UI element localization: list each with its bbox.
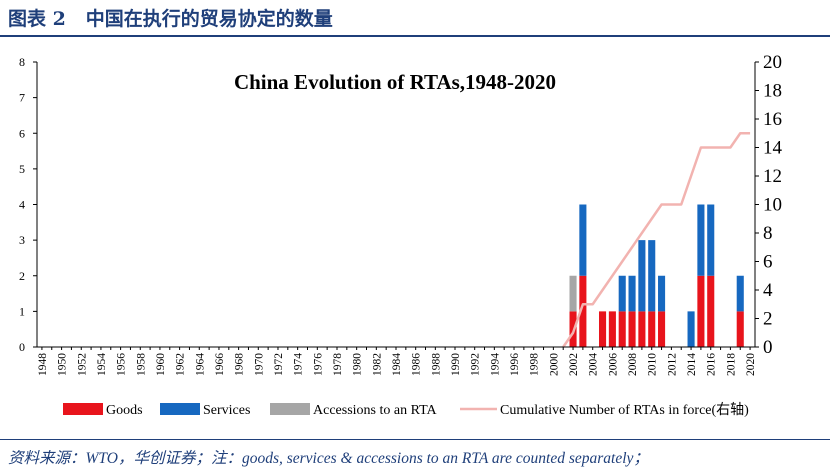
- y-left-tick-label: 7: [19, 91, 25, 105]
- legend-item-3-label: Cumulative Number of RTAs in force(右轴): [500, 402, 749, 418]
- figure-caption: 中国在执行的贸易协定的数量: [85, 8, 333, 30]
- x-tick-label: 1994: [489, 353, 501, 376]
- bar-goods-2019: [736, 311, 744, 347]
- source-rule: [0, 439, 830, 440]
- legend-item-1-swatch: [160, 403, 200, 415]
- bar-services-2008: [628, 275, 636, 312]
- x-tick-label: 1968: [234, 353, 246, 376]
- x-tick-label: 1986: [411, 353, 423, 376]
- x-tick-label: 2016: [706, 353, 718, 376]
- x-tick-label: 2014: [686, 353, 698, 376]
- y-left-tick-label: 6: [19, 126, 25, 140]
- x-tick-label: 2002: [568, 353, 580, 376]
- x-tick-label: 1962: [175, 353, 187, 376]
- source-note: 资料来源：WTO，华创证券；注：goods, services & access…: [8, 450, 649, 467]
- figure-label: 图表 2: [8, 8, 66, 30]
- x-tick-label: 2006: [607, 353, 619, 376]
- x-tick-label: 2020: [745, 353, 757, 376]
- y-right-tick-label: 2: [763, 309, 773, 330]
- bar-services-2014: [687, 311, 695, 347]
- x-tick-label: 1958: [135, 353, 147, 376]
- x-tick-label: 1988: [430, 353, 442, 376]
- x-tick-label: 2004: [588, 353, 600, 376]
- bar-services-2016: [707, 204, 715, 276]
- x-tick-label: 2008: [627, 353, 639, 376]
- x-tick-label: 1964: [194, 353, 206, 376]
- y-right-tick-label: 6: [763, 252, 773, 273]
- x-tick-label: 1980: [352, 353, 364, 376]
- bar-goods-2003: [579, 275, 587, 347]
- bar-services-2019: [736, 275, 744, 312]
- x-tick-label: 1966: [214, 353, 226, 376]
- bar-goods-2009: [638, 311, 646, 347]
- y-right-tick-label: 8: [763, 223, 773, 244]
- bar-goods-2015: [697, 275, 705, 347]
- bar-services-2007: [618, 275, 626, 312]
- x-tick-label: 1970: [253, 353, 265, 376]
- y-left-tick-label: 1: [19, 304, 25, 318]
- bar-goods-2011: [658, 311, 666, 347]
- x-tick-label: 1996: [509, 353, 521, 376]
- bar-accessions-to-an-rta-2002: [569, 275, 577, 312]
- y-left-tick-label: 3: [19, 233, 25, 247]
- x-tick-label: 2018: [725, 353, 737, 376]
- bar-goods-2008: [628, 311, 636, 347]
- y-right-tick-label: 12: [763, 166, 782, 187]
- bar-services-2011: [658, 275, 666, 312]
- x-tick-label: 1948: [37, 353, 49, 376]
- y-right-tick-label: 16: [763, 109, 782, 130]
- x-tick-label: 1960: [155, 353, 167, 376]
- title-rule: [0, 35, 830, 37]
- cumulative-rta-line: [562, 132, 751, 348]
- bar-services-2015: [697, 204, 705, 276]
- y-left-tick-label: 5: [19, 162, 25, 176]
- x-tick-label: 1990: [450, 353, 462, 376]
- y-right-tick-label: 4: [763, 280, 773, 301]
- bar-goods-2006: [608, 311, 616, 347]
- x-tick-label: 2010: [647, 353, 659, 376]
- bar-services-2003: [579, 204, 587, 276]
- y-right-tick-label: 20: [763, 52, 782, 73]
- x-tick-label: 1978: [332, 353, 344, 376]
- y-right-tick-label: 14: [763, 138, 783, 159]
- x-tick-label: 1974: [293, 353, 305, 376]
- x-tick-label: 1972: [273, 353, 285, 376]
- y-left-tick-label: 2: [19, 269, 25, 283]
- legend-item-1-label: Services: [203, 403, 250, 418]
- x-tick-label: 1976: [312, 353, 324, 376]
- legend-item-2-swatch: [270, 403, 310, 415]
- x-tick-label: 2012: [666, 353, 678, 376]
- x-tick-label: 1982: [371, 353, 383, 376]
- x-tick-label: 2000: [548, 353, 560, 376]
- figure-heading: 图表 2 中国在执行的贸易协定的数量: [8, 4, 333, 31]
- y-right-tick-label: 18: [763, 81, 782, 102]
- x-tick-label: 1956: [116, 353, 128, 376]
- bar-goods-2010: [648, 311, 656, 347]
- y-left-tick-label: 0: [19, 340, 25, 354]
- x-tick-label: 1954: [96, 353, 108, 376]
- legend-item-0-swatch: [63, 403, 103, 415]
- bar-goods-2005: [599, 311, 607, 347]
- legend-item-0-label: Goods: [106, 403, 143, 418]
- chart-title: China Evolution of RTAs,1948-2020: [234, 70, 556, 94]
- x-tick-label: 1950: [57, 353, 69, 376]
- legend-item-2-label: Accessions to an RTA: [313, 403, 438, 418]
- y-left-tick-label: 8: [19, 55, 25, 69]
- y-left-tick-label: 4: [19, 198, 25, 212]
- bar-goods-2007: [618, 311, 626, 347]
- bar-services-2010: [648, 240, 656, 312]
- bar-goods-2016: [707, 275, 715, 347]
- y-right-tick-label: 0: [763, 337, 773, 358]
- x-tick-label: 1992: [470, 353, 482, 376]
- bar-services-2009: [638, 240, 646, 312]
- x-tick-label: 1984: [391, 353, 403, 376]
- x-tick-label: 1998: [529, 353, 541, 376]
- x-tick-label: 1952: [76, 353, 88, 376]
- y-right-tick-label: 10: [763, 195, 782, 216]
